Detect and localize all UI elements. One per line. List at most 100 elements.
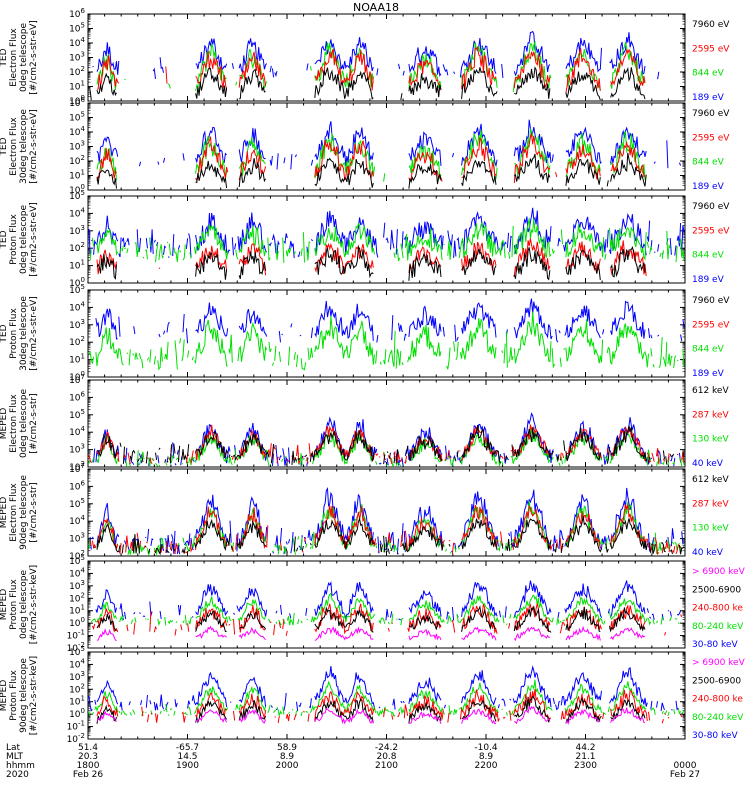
y-tick-label: 100: [69, 94, 85, 107]
y-tick-label: 105: [69, 189, 85, 202]
y-axis-label-line: MEPED: [0, 497, 9, 529]
y-tick-label: 10-1: [67, 629, 85, 642]
y-axis-label-line: 0deg telescope: [19, 205, 29, 275]
y-axis-label-line: [#/cm2-s-str]: [29, 482, 39, 542]
legend-entry: 7960 eV: [692, 296, 730, 306]
legend-entry: 130 keV: [692, 524, 729, 534]
y-tick-label: 105: [69, 645, 85, 658]
legend-entry: 287 keV: [692, 410, 729, 420]
legend-entry: 7960 eV: [692, 20, 730, 30]
y-axis-label-line: Proton Flux: [9, 214, 19, 265]
series-blue: [95, 298, 685, 344]
x-tick-label-lat: -65.7: [176, 743, 199, 753]
panel-frame: [87, 102, 686, 191]
panel-frame: [87, 289, 686, 378]
y-axis-label-line: 0deg telescope: [19, 389, 29, 459]
series-magenta: [96, 625, 646, 642]
series-blue: [89, 666, 684, 711]
x-tick-label-mlt: 21.1: [575, 752, 595, 762]
y-tick-label: 103: [69, 224, 85, 237]
legend-entry: 189 eV: [692, 275, 725, 285]
legend-entry: 240-800 ke: [692, 695, 743, 705]
y-axis-label-line: Electron Flux: [9, 483, 19, 542]
legend-entry: 30-80 keV: [692, 731, 738, 741]
y-tick-label: 101: [69, 169, 85, 182]
y-tick-label: 10-2: [67, 641, 85, 654]
y-axis-label-line: Proton Flux: [9, 579, 19, 630]
series-black: [93, 516, 685, 556]
panel-3: 100 101 102 103 104 105 TEDProton Flux0deg tel…: [0, 189, 730, 289]
y-tick-label: 102: [69, 65, 85, 78]
y-tick-label: 102: [69, 154, 85, 167]
y-axis-label-line: MEPED: [0, 589, 9, 621]
x-row-label: Lat: [6, 743, 21, 753]
x-tick-label-hhmm: 0000: [674, 761, 697, 771]
y-axis-label-line: Proton Flux: [9, 670, 19, 721]
y-axis-label-line: Proton Flux: [9, 308, 19, 359]
y-axis-label-line: [#/cm2-s-str-eV]: [29, 202, 39, 277]
y-axis-label-line: Electron Flux: [9, 28, 19, 87]
chart-title: NOAA18: [353, 1, 399, 14]
legend-entry: 2595 eV: [692, 320, 730, 330]
legend-entry: 612 keV: [692, 475, 729, 485]
x-tick-label-hhmm: 2000: [276, 761, 299, 771]
x-tick-label-mlt: 20.3: [78, 752, 98, 762]
y-axis-label: MEPEDProton Flux90deg telescope[#/cm2-s-…: [0, 656, 39, 735]
x-tick-label-mlt: 20.8: [376, 752, 396, 762]
x-tick-label-mlt: 14.5: [177, 752, 197, 762]
y-axis-label-line: MEPED: [0, 680, 9, 712]
y-tick-label: 101: [69, 259, 85, 272]
y-axis-label-line: [#/cm2-s-str-eV]: [29, 109, 39, 184]
x-tick-label-lat: 44.2: [575, 743, 595, 753]
y-tick-label: 104: [69, 425, 85, 438]
legend-entry: 2595 eV: [692, 226, 730, 236]
x-row-label: hhmm: [6, 761, 35, 771]
y-tick-label: 105: [69, 22, 85, 35]
x-tick-label-hhmm: 1900: [176, 761, 199, 771]
y-tick-label: 105: [69, 497, 85, 510]
y-tick-label: 101: [69, 695, 85, 708]
y-tick-label: 103: [69, 318, 85, 331]
panel-frame: [87, 13, 686, 102]
y-tick-label: 101: [69, 604, 85, 617]
y-axis-label-line: 90deg telescope: [19, 658, 29, 733]
y-tick-label: 104: [69, 657, 85, 670]
series-black: [97, 247, 674, 281]
y-tick-label: 102: [69, 549, 85, 562]
legend-entry: 2500-6900: [692, 676, 741, 686]
y-tick-label: 100: [69, 707, 85, 720]
y-tick-label: 10-2: [67, 732, 85, 745]
y-tick-label: 104: [69, 206, 85, 219]
y-tick-label: 104: [69, 125, 85, 138]
y-axis-label-line: 30deg telescope: [19, 296, 29, 371]
y-axis-label-line: 90deg telescope: [19, 475, 29, 550]
y-tick-label: 104: [69, 566, 85, 579]
y-tick-label: 100: [69, 370, 85, 383]
y-tick-label: 103: [69, 140, 85, 153]
legend-entry: 844 eV: [692, 251, 725, 261]
legend-entry: 7960 eV: [692, 202, 730, 212]
legend-entry: 80-240 keV: [692, 622, 744, 632]
y-tick-label: 100: [69, 616, 85, 629]
y-tick-label: 102: [69, 460, 85, 473]
y-tick-label: 101: [69, 80, 85, 93]
legend-entry: 40 keV: [692, 459, 724, 469]
series-green: [97, 42, 682, 94]
y-axis-label-line: Electron Flux: [9, 117, 19, 176]
legend-entry: 844 eV: [692, 69, 725, 79]
panel-5: 102 103 104 105 106 107 MEPEDElectron Flux0deg…: [0, 373, 729, 473]
y-tick-label: 106: [69, 7, 85, 20]
y-tick-label: 107: [69, 373, 85, 386]
y-axis-label-line: [#/cm2-s-str-eV]: [29, 20, 39, 95]
y-axis-label-line: TED: [0, 48, 9, 67]
x-row-label: MLT: [6, 752, 24, 762]
y-tick-label: 101: [69, 353, 85, 366]
x-tick-label-hhmm: 2200: [475, 761, 498, 771]
legend-entry: 287 keV: [692, 499, 729, 509]
legend-entry: 844 eV: [692, 345, 725, 355]
y-tick-label: 10-1: [67, 720, 85, 733]
